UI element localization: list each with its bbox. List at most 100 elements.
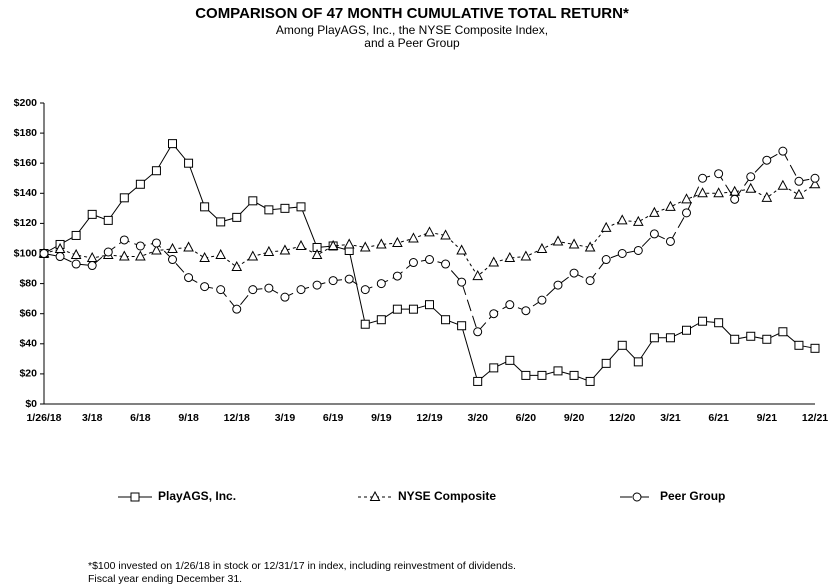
marker — [279, 244, 291, 255]
marker — [520, 250, 532, 261]
x-tick-label: 12/20 — [609, 412, 635, 424]
marker — [135, 179, 145, 189]
x-tick-label: 12/21 — [802, 412, 828, 424]
marker — [151, 244, 162, 255]
marker — [746, 331, 756, 341]
marker — [809, 178, 821, 189]
marker — [714, 169, 724, 179]
marker — [569, 268, 579, 278]
marker — [119, 235, 129, 245]
marker — [745, 182, 757, 193]
y-tick-label: $160 — [14, 157, 38, 169]
marker — [296, 285, 306, 295]
legend-label: NYSE Composite — [398, 489, 496, 503]
y-tick-label: $180 — [14, 127, 38, 139]
marker — [103, 215, 113, 225]
marker — [730, 194, 740, 204]
marker — [425, 255, 434, 265]
marker — [295, 239, 307, 250]
marker — [489, 309, 499, 319]
x-tick-label: 9/18 — [178, 412, 199, 424]
marker — [168, 139, 177, 149]
marker — [778, 327, 788, 337]
marker — [392, 236, 403, 247]
marker — [168, 255, 177, 265]
marker — [810, 343, 820, 353]
marker — [248, 196, 258, 206]
marker — [632, 492, 642, 502]
marker — [584, 241, 596, 252]
y-tick-label: $80 — [19, 277, 37, 289]
marker — [71, 259, 81, 269]
marker — [344, 274, 354, 284]
marker — [457, 277, 467, 287]
y-tick-label: $60 — [19, 307, 37, 319]
marker — [504, 251, 516, 263]
x-tick-label: 6/20 — [516, 412, 537, 424]
marker — [473, 327, 483, 337]
marker — [343, 238, 355, 249]
x-tick-label: 3/18 — [82, 412, 103, 424]
marker — [424, 226, 435, 237]
footnote: Fiscal year ending December 31. — [88, 573, 242, 585]
marker — [87, 209, 97, 219]
marker — [425, 300, 434, 310]
marker — [408, 258, 418, 268]
y-tick-label: $0 — [25, 398, 37, 410]
marker — [311, 248, 323, 260]
marker — [392, 304, 402, 314]
marker — [617, 340, 627, 350]
marker — [472, 270, 484, 281]
y-tick-label: $40 — [19, 338, 37, 350]
marker — [665, 236, 675, 246]
marker — [369, 490, 381, 501]
marker — [794, 340, 804, 350]
marker — [505, 355, 515, 365]
marker — [457, 321, 467, 331]
marker — [713, 187, 724, 198]
marker — [537, 295, 547, 305]
marker — [231, 260, 243, 272]
marker — [714, 318, 724, 328]
marker — [456, 244, 467, 255]
marker — [537, 370, 547, 380]
marker — [216, 285, 226, 295]
legend-label: Peer Group — [660, 489, 725, 503]
marker — [633, 245, 643, 255]
marker — [130, 492, 140, 502]
marker — [536, 242, 548, 253]
y-tick-label: $100 — [14, 247, 38, 259]
marker — [762, 155, 772, 165]
marker — [247, 250, 259, 261]
marker — [632, 215, 644, 226]
marker — [375, 238, 387, 249]
marker — [698, 316, 708, 326]
marker — [682, 325, 691, 335]
x-tick-label: 3/19 — [275, 412, 296, 424]
marker — [200, 282, 210, 292]
marker — [328, 276, 338, 286]
y-tick-label: $20 — [19, 368, 37, 380]
marker — [568, 238, 580, 249]
marker — [746, 172, 756, 182]
marker — [585, 376, 595, 386]
marker — [359, 241, 371, 252]
x-tick-label: 12/18 — [224, 412, 250, 424]
marker — [794, 176, 804, 186]
marker — [793, 188, 805, 199]
marker — [601, 255, 611, 265]
y-tick-label: $120 — [14, 217, 38, 229]
chart-subtitle: and a Peer Group — [364, 36, 460, 50]
marker — [184, 273, 194, 283]
marker — [649, 206, 660, 217]
marker — [810, 173, 820, 183]
marker — [232, 304, 242, 314]
chart-subtitle: Among PlayAGS, Inc., the NYSE Composite … — [276, 23, 548, 37]
marker — [488, 256, 500, 267]
x-tick-label: 9/19 — [371, 412, 392, 424]
marker — [392, 271, 402, 281]
x-tick-label: 6/18 — [130, 412, 151, 424]
marker — [616, 214, 628, 225]
marker — [665, 200, 676, 211]
